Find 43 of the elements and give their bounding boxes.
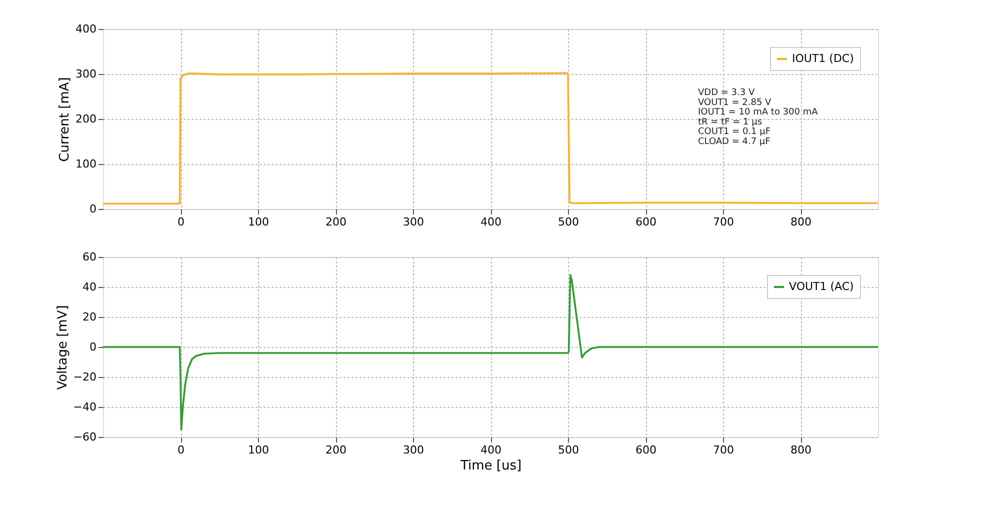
x-tick-label: 0 [178,444,184,456]
x-tick-label: 500 [558,216,579,228]
x-tick-label: 300 [403,216,424,228]
y-tick-label: 0 [90,202,96,216]
x-tick-label: 700 [713,444,734,456]
legend-label: IOUT1 (DC) [792,52,854,65]
annotation: VDD = 3.3 V [698,88,756,98]
annotation: CLOAD = 4.7 µF [698,136,770,147]
x-tick-label: 700 [713,216,734,228]
line-series [103,274,878,430]
y-tick-label: 0 [90,340,96,354]
y-tick-label: 20 [82,310,96,324]
y-tick-label: −40 [73,400,96,414]
y-tick-label: 40 [82,280,96,294]
annotation: VOUT1 = 2.85 V [698,98,772,108]
x-tick-label: 100 [248,216,269,228]
x-tick-label: 400 [480,216,502,228]
annotation: COUT1 = 0.1 µF [698,127,771,138]
x-tick-label: 800 [790,444,812,456]
annotation: IOUT1 = 10 mA to 300 mA [698,108,819,118]
x-tick-label: 400 [480,444,502,456]
y-axis-title: Current [mA] [58,77,73,162]
x-tick-label: 200 [326,444,346,456]
y-tick-label: 60 [82,250,96,264]
y-tick-label: 300 [76,68,96,80]
y-tick-label: 200 [76,112,96,126]
x-tick-label: 300 [403,444,424,456]
x-tick-label: 100 [248,444,269,456]
x-tick-label: 600 [636,444,656,456]
x-tick-label: 800 [790,216,812,228]
x-tick-label: 200 [326,216,346,228]
line-series [103,72,878,204]
annotation: tR = tF = 1 µs [698,117,762,128]
x-tick-label: 0 [178,216,184,228]
y-tick-label: −60 [73,430,96,444]
x-axis-title: Time [us] [459,458,522,474]
y-tick-label: 100 [76,158,96,170]
legend-label: VOUT1 (AC) [789,280,854,293]
y-tick-label: −20 [73,370,96,384]
y-axis-title: Voltage [mV] [55,305,70,390]
x-tick-label: 500 [558,444,579,456]
y-tick-label: 400 [76,22,96,36]
x-tick-label: 600 [636,216,656,228]
